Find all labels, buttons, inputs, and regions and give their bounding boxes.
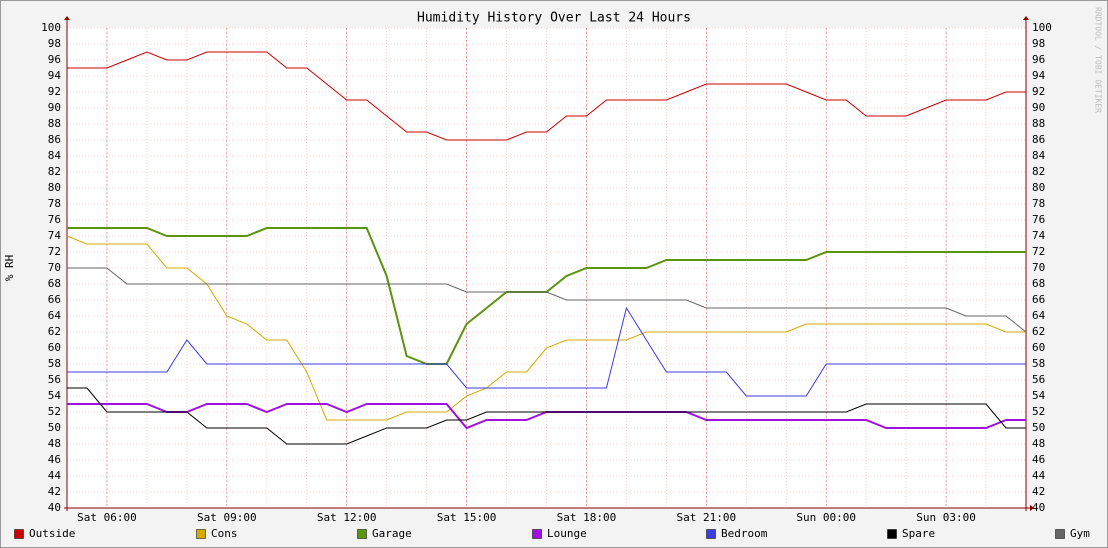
y-tick-label: 58 [48,357,61,370]
y-tick-label-right: 86 [1032,133,1045,146]
y-tick-label: 48 [48,437,61,450]
y-tick-label: 44 [48,469,62,482]
legend-swatch [14,529,24,539]
y-tick-label-right: 92 [1032,85,1045,98]
y-tick-label-right: 70 [1032,261,1045,274]
y-tick-label: 46 [48,453,61,466]
x-tick-label: Sat 09:00 [197,511,257,524]
x-tick-label: Sat 21:00 [677,511,737,524]
y-tick-label: 88 [48,117,61,130]
y-tick-label: 60 [48,341,61,354]
axis-arrow [1030,505,1034,511]
y-tick-label: 64 [48,309,62,322]
y-tick-label: 42 [48,485,61,498]
y-tick-label: 76 [48,213,61,226]
legend-swatch [1055,529,1065,539]
y-tick-label-right: 52 [1032,405,1045,418]
legend-swatch [196,529,206,539]
y-tick-label: 90 [48,101,61,114]
y-tick-label: 86 [48,133,61,146]
y-tick-label-right: 78 [1032,197,1045,210]
series-line [67,387,1026,445]
y-tick-label-right: 96 [1032,53,1045,66]
y-tick-label-right: 100 [1032,21,1052,34]
x-tick-label: Sat 06:00 [77,511,137,524]
legend-label: Gym [1070,527,1090,540]
y-tick-label: 40 [48,501,61,514]
y-tick-label-right: 40 [1032,501,1045,514]
side-note: RRDTOOL / TOBI OETIKER [1094,7,1103,113]
y-tick-label-right: 94 [1032,69,1046,82]
y-tick-label-right: 74 [1032,229,1046,242]
series-line [67,267,1027,333]
y-tick-label: 78 [48,197,61,210]
legend-swatch [706,529,716,539]
y-axis-label: % RH [3,255,16,282]
y-tick-label: 98 [48,37,61,50]
y-tick-label-right: 82 [1032,165,1045,178]
legend-swatch [532,529,542,539]
legend-swatch [887,529,897,539]
legend-label: Bedroom [721,527,768,540]
y-tick-label: 80 [48,181,61,194]
y-tick-label-right: 42 [1032,485,1045,498]
y-tick-label-right: 64 [1032,309,1046,322]
y-tick-label-right: 50 [1032,421,1045,434]
y-tick-label: 94 [48,69,62,82]
y-tick-label-right: 98 [1032,37,1045,50]
y-tick-label-right: 84 [1032,149,1046,162]
x-tick-label: Sun 03:00 [916,511,976,524]
y-tick-label: 82 [48,165,61,178]
y-tick-label-right: 44 [1032,469,1046,482]
series-line [66,235,1026,421]
y-tick-label: 96 [48,53,61,66]
y-tick-label-right: 88 [1032,117,1045,130]
y-tick-label: 100 [41,21,61,34]
legend-label: Outside [29,527,75,540]
legend-label: Cons [211,527,238,540]
y-tick-label: 52 [48,405,61,418]
x-tick-label: Sat 15:00 [437,511,497,524]
y-tick-label-right: 68 [1032,277,1045,290]
y-tick-label: 84 [48,149,62,162]
legend-label: Lounge [547,527,587,540]
y-tick-label-right: 90 [1032,101,1045,114]
x-tick-label: Sat 18:00 [557,511,617,524]
y-tick-label-right: 56 [1032,373,1045,386]
x-tick-label: Sun 00:00 [796,511,856,524]
y-tick-label-right: 54 [1032,389,1046,402]
y-tick-label: 54 [48,389,62,402]
y-tick-label: 72 [48,245,61,258]
y-tick-label: 92 [48,85,61,98]
y-tick-label-right: 60 [1032,341,1045,354]
y-tick-label-right: 48 [1032,437,1045,450]
series-line [67,51,1026,141]
x-tick-label: Sat 12:00 [317,511,377,524]
y-tick-label-right: 76 [1032,213,1045,226]
y-tick-label: 62 [48,325,61,338]
legend-swatch [357,529,367,539]
y-tick-label-right: 80 [1032,181,1045,194]
y-tick-label: 50 [48,421,61,434]
y-tick-label-right: 72 [1032,245,1045,258]
legend-label: Spare [902,527,935,540]
y-tick-label: 56 [48,373,61,386]
y-tick-label: 74 [48,229,62,242]
chart-title: Humidity History Over Last 24 Hours [417,11,691,26]
axis-arrow [1023,16,1029,20]
y-tick-label-right: 46 [1032,453,1045,466]
y-tick-label: 68 [48,277,61,290]
y-tick-label-right: 66 [1032,293,1045,306]
series-line [67,306,1026,397]
y-tick-label: 70 [48,261,61,274]
y-tick-label-right: 62 [1032,325,1045,338]
y-tick-label: 66 [48,293,61,306]
axis-arrow [64,16,70,20]
y-tick-label-right: 58 [1032,357,1045,370]
legend-label: Garage [372,527,412,540]
